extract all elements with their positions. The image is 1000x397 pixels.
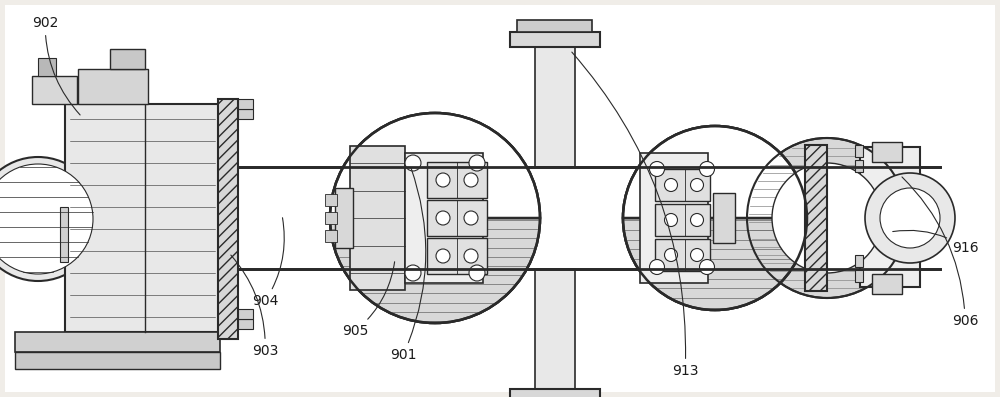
Bar [15,352,220,369]
Circle shape [0,157,100,281]
Bar [805,145,827,291]
Bar [218,99,238,339]
Bar [325,212,337,224]
Circle shape [623,126,807,310]
Bar [325,194,337,206]
Bar [855,160,863,172]
Bar [655,169,710,201]
Bar [855,145,863,157]
Text: 901: 901 [390,168,426,362]
Bar [640,153,708,283]
Circle shape [664,214,678,227]
Circle shape [469,155,485,171]
Text: 916: 916 [893,230,979,255]
Circle shape [747,138,907,298]
Wedge shape [623,218,807,310]
Circle shape [436,211,450,225]
Bar [325,230,337,242]
Text: 905: 905 [342,262,395,338]
Bar [32,76,77,104]
Bar [238,109,253,119]
Bar [517,20,592,32]
Bar [655,204,710,236]
Circle shape [330,113,540,323]
Wedge shape [330,218,540,323]
Bar [238,319,253,329]
Circle shape [664,249,678,262]
Circle shape [865,173,955,263]
Circle shape [691,179,704,191]
Circle shape [691,249,704,262]
Bar [78,69,148,104]
Bar [872,142,902,162]
Circle shape [405,155,421,171]
Bar [238,99,253,109]
Text: 904: 904 [252,218,284,308]
Bar [510,389,600,397]
Wedge shape [330,113,540,218]
Circle shape [700,162,714,177]
Circle shape [880,188,940,248]
Bar [510,32,600,47]
Circle shape [436,249,450,263]
Circle shape [464,173,478,187]
Bar [805,145,827,291]
Circle shape [469,265,485,281]
Text: 902: 902 [32,16,80,115]
Bar [15,332,220,352]
Bar [405,153,483,283]
Text: 906: 906 [902,177,978,328]
Circle shape [464,249,478,263]
Bar [860,147,920,287]
Circle shape [664,179,678,191]
Bar [238,309,253,319]
Circle shape [405,265,421,281]
Bar [855,255,863,267]
Circle shape [436,173,450,187]
Bar [427,238,487,274]
Bar [218,99,238,339]
Bar [655,239,710,271]
Bar [335,188,353,248]
Wedge shape [623,126,807,218]
Text: 903: 903 [231,255,278,358]
Bar [60,207,68,262]
Circle shape [464,211,478,225]
Circle shape [700,260,714,274]
Bar [713,193,735,243]
Bar [110,49,145,69]
Bar [535,47,575,167]
Bar [38,58,56,76]
Text: 913: 913 [572,52,698,378]
Circle shape [772,163,882,273]
Circle shape [0,164,93,274]
Bar [65,104,220,332]
Bar [350,146,405,290]
Bar [427,200,487,236]
Bar [855,270,863,282]
Circle shape [650,162,664,177]
Bar [872,274,902,294]
Bar [427,162,487,198]
Circle shape [650,260,664,274]
Circle shape [691,214,704,227]
Bar [535,269,575,389]
